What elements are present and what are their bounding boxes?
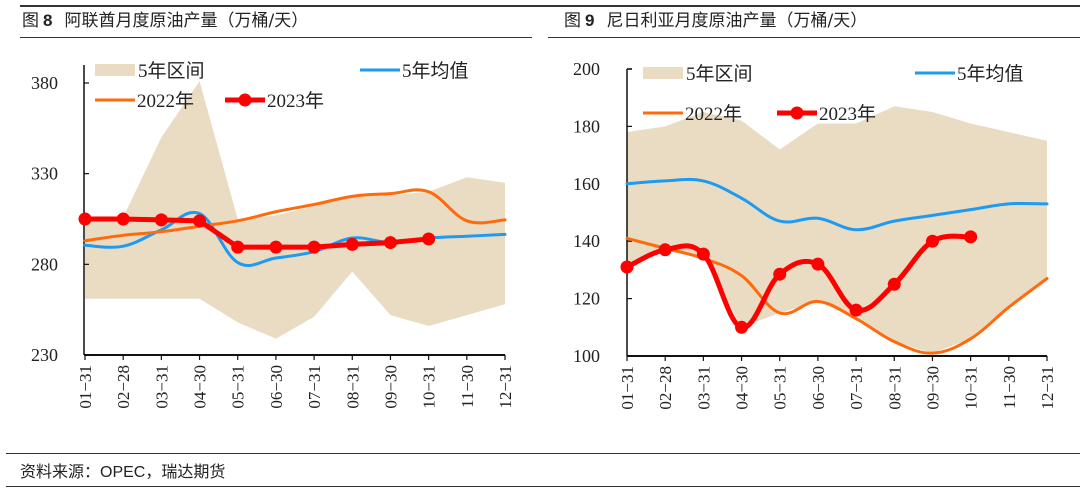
year-2023-point (811, 257, 825, 271)
source-opec: OPEC (100, 464, 146, 481)
year-2023-point (383, 236, 397, 250)
legend-2023-marker (790, 106, 804, 120)
uae-production-chart: 230 280 330 380 01−31 02−28 03−31 04−30 05−31 06−… (31, 60, 515, 409)
x-tick-label: 09−30 (381, 365, 400, 409)
y-tick-label: 380 (31, 73, 58, 93)
legend-label-2023: 2023年 (267, 90, 324, 112)
x-tick-label: 08−31 (343, 365, 362, 409)
legend-label-2023: 2023年 (819, 103, 876, 125)
x-tick-label: 01−31 (76, 365, 95, 409)
top-rule (20, 5, 1080, 7)
x-tick-label: 11−30 (458, 365, 477, 408)
five-year-average-line (625, 177, 1049, 232)
x-tick-label: 03−31 (694, 366, 713, 410)
year-2023-point (887, 277, 901, 291)
footer-rule-bottom (6, 486, 1080, 487)
figure-label: 图 (22, 11, 39, 31)
figure-title-text: 尼日利亚月度原油产量（万桶/天） (606, 11, 868, 31)
year-2023-point (422, 232, 436, 246)
y-tick-label: 180 (573, 116, 600, 136)
x-tick-label: 05−31 (771, 366, 790, 410)
legend-band-swatch (643, 67, 683, 79)
year-2023-point (696, 247, 710, 261)
source-note: 资料来源：OPEC，瑞达期货 (20, 458, 225, 482)
year-2023-point (231, 240, 245, 254)
legend-label-band: 5年区间 (686, 63, 753, 85)
year-2023-line (624, 233, 974, 330)
x-tick-label: 03−31 (152, 365, 171, 409)
figure-9-title: 图 9 尼日利亚月度原油产量（万桶/天） (564, 6, 867, 31)
x-tick-label: 09−30 (923, 366, 942, 410)
x-tick-label: 02−28 (656, 366, 675, 410)
x-tick-label: 07−31 (847, 366, 866, 410)
x-tick-label: 10−31 (962, 366, 981, 410)
source-prefix: 资料来源： (20, 462, 101, 481)
x-tick-label: 08−31 (885, 366, 904, 410)
figure-label: 图 (564, 11, 581, 31)
year-2023-point (620, 260, 634, 274)
year-2023-point (269, 240, 283, 254)
x-tick-label: 10−31 (420, 365, 439, 409)
y-tick-label: 280 (31, 254, 58, 274)
figure-title-text: 阿联酋月度原油产量（万桶/天） (64, 11, 309, 31)
year-2023-point (735, 320, 749, 334)
year-2023-point (773, 267, 787, 281)
five-year-range-band (627, 106, 1047, 354)
legend-2023-marker (238, 93, 252, 107)
year-2023-point (925, 234, 939, 248)
x-tick-label: 12−31 (496, 365, 515, 409)
legend-band-swatch (95, 64, 135, 76)
x-tick-label: 04−30 (733, 366, 752, 410)
footer-rule-top (6, 453, 1080, 454)
year-2023-point (193, 214, 207, 228)
title-rule-left (20, 37, 532, 38)
year-2023-point (964, 230, 978, 244)
y-tick-label: 120 (573, 289, 600, 309)
figure-8-title: 图 8 阿联酋月度原油产量（万桶/天） (22, 6, 308, 31)
legend-label-2022: 2022年 (137, 90, 194, 112)
year-2023-point (849, 303, 863, 317)
x-tick-label: 07−31 (305, 365, 324, 409)
y-tick-label: 140 (573, 231, 600, 251)
y-tick-label: 230 (31, 345, 58, 365)
year-2023-point (307, 240, 321, 254)
five-year-range-band (85, 81, 505, 339)
year-2022-line (83, 188, 507, 243)
year-2023-point (154, 213, 168, 227)
legend-label-avg: 5年均值 (402, 60, 469, 82)
source-rest: ，瑞达期货 (145, 462, 226, 481)
figure-number: 9 (585, 11, 595, 30)
x-tick-label: 01−31 (618, 366, 637, 410)
year-2023-point (116, 212, 130, 226)
x-tick-label: 06−30 (267, 365, 286, 409)
x-tick-label: 02−28 (114, 365, 133, 409)
legend-label-2022: 2022年 (685, 103, 742, 125)
x-tick-label: 06−30 (809, 366, 828, 410)
title-rule-right (548, 37, 1080, 38)
year-2023-point (658, 243, 672, 257)
legend-label-band: 5年区间 (138, 60, 205, 82)
x-tick-label: 05−31 (229, 365, 248, 409)
figure-number: 8 (43, 11, 53, 30)
year-2023-point (345, 237, 359, 251)
x-tick-label: 12−31 (1038, 366, 1057, 410)
year-2023-line (82, 216, 432, 250)
y-tick-label: 100 (573, 346, 600, 366)
y-tick-label: 200 (573, 59, 600, 79)
x-tick-label: 04−30 (191, 365, 210, 409)
year-2023-point (78, 212, 92, 226)
legend-label-avg: 5年均值 (957, 63, 1024, 85)
nigeria-production-chart: 100 120 140 160 180 200 01−31 02−28 03−31 04−30 05… (573, 59, 1057, 410)
y-tick-label: 330 (31, 164, 58, 184)
y-tick-label: 160 (573, 174, 600, 194)
x-tick-label: 11−30 (1000, 366, 1019, 409)
